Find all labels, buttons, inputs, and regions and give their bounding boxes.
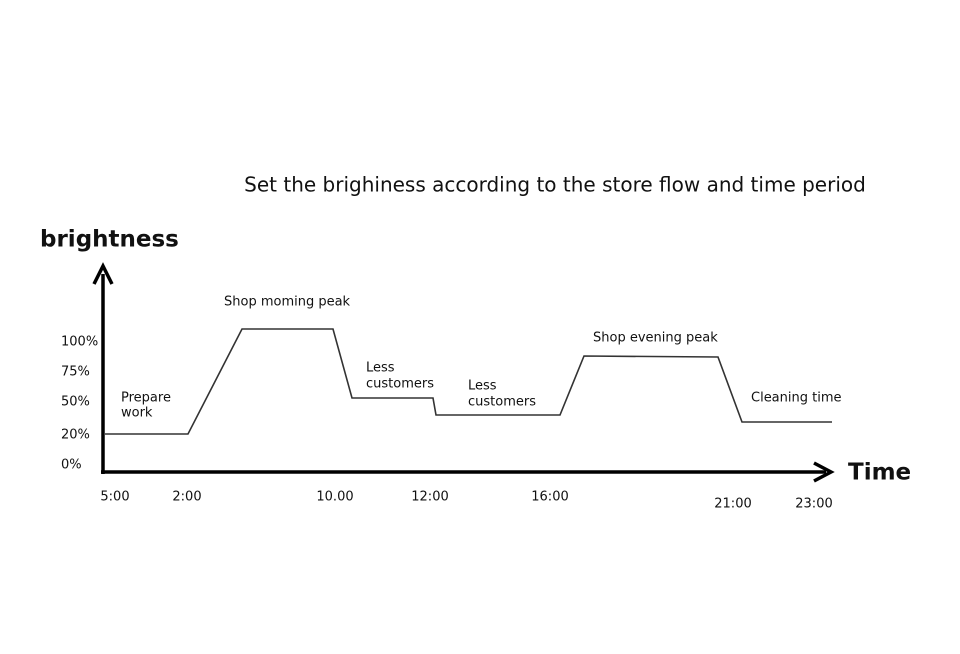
- x-label: 16:00: [531, 490, 568, 505]
- y-label: 20%: [61, 428, 90, 443]
- y-labels: 100% 75% 50% 20% 0%: [61, 335, 98, 473]
- x-label: 10.00: [316, 490, 353, 505]
- y-label: 100%: [61, 335, 98, 350]
- annotation: Shop moming peak: [224, 295, 351, 310]
- brightness-line: [105, 328, 832, 435]
- x-label: 21:00: [714, 497, 751, 512]
- y-label: 0%: [61, 458, 82, 473]
- title: Set the brighiness according to the stor…: [244, 173, 866, 197]
- x-label: 2:00: [172, 490, 201, 505]
- annotation: customers: [366, 377, 434, 392]
- x-axis-label: Time: [848, 460, 911, 486]
- y-axis-arrow: [92, 262, 114, 285]
- annotation: Less: [468, 379, 497, 394]
- y-label: 50%: [61, 395, 90, 410]
- annotation: Cleaning time: [751, 391, 842, 406]
- x-labels: 5:00 2:00 10.00 12:00 16:00 21:00 23:00: [100, 490, 832, 512]
- x-axis-arrow: [813, 461, 835, 483]
- annotation: Shop evening peak: [593, 331, 718, 346]
- x-label: 5:00: [100, 490, 129, 505]
- annotation: customers: [468, 395, 536, 410]
- annotation: Prepare: [121, 391, 171, 406]
- y-label: 75%: [61, 365, 90, 380]
- x-label: 12:00: [411, 490, 448, 505]
- y-axis-label: brightness: [40, 227, 179, 253]
- annotation: work: [121, 406, 153, 421]
- x-label: 23:00: [795, 497, 832, 512]
- annotation: Less: [366, 361, 395, 376]
